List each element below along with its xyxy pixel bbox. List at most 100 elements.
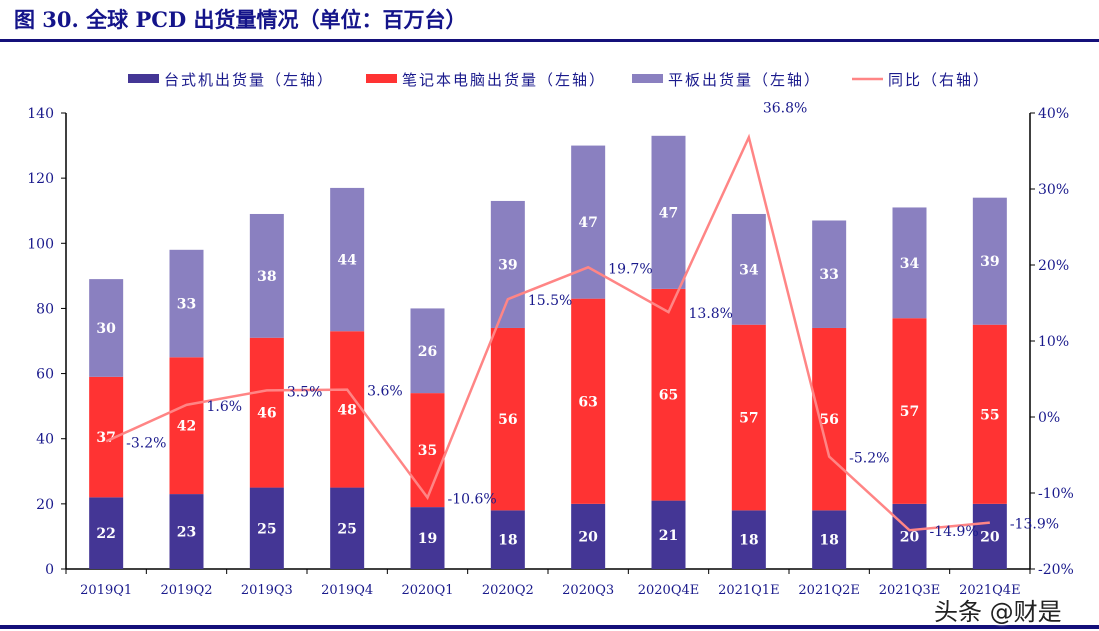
bar-value-label: 56 (498, 412, 517, 428)
bar-value-label: 26 (418, 344, 437, 360)
legend-label: 平板出货量（左轴） (668, 71, 821, 89)
bar-value-label: 19 (418, 531, 437, 547)
x-tick-label: 2019Q3 (241, 583, 293, 598)
legend-label: 台式机出货量（左轴） (164, 71, 334, 89)
bar-value-label: 38 (257, 269, 276, 285)
left-tick-label: 0 (45, 562, 54, 578)
x-tick-label: 2021Q2E (798, 583, 860, 598)
bar-value-label: 30 (96, 321, 116, 337)
bar-desktop (571, 503, 606, 569)
bar-value-label: 39 (980, 254, 999, 270)
yoy-label: -13.9% (1010, 517, 1059, 533)
x-tick-label: 2021Q1E (718, 583, 780, 598)
yoy-label: 36.8% (763, 100, 807, 116)
yoy-label: -10.6% (448, 492, 497, 508)
left-tick-label: 20 (36, 497, 54, 513)
x-tick-label: 2019Q2 (160, 583, 212, 598)
figure-title: 图 30. 全球 PCD 出货量情况（单位：百万台） (14, 7, 467, 32)
bar-tablet (731, 213, 766, 325)
x-tick-label: 2021Q4E (959, 583, 1021, 598)
legend-label: 笔记本电脑出货量（左轴） (402, 71, 606, 89)
bar-laptop (169, 357, 204, 495)
bar-tablet (89, 279, 124, 377)
bottom-rule (0, 625, 1099, 629)
x-tick-label: 2019Q4 (321, 583, 373, 598)
x-tick-label: 2020Q3 (562, 583, 614, 598)
bar-tablet (490, 200, 525, 328)
title-rule (0, 39, 1099, 42)
bar-desktop (651, 500, 686, 569)
yoy-label: 3.5% (287, 384, 323, 400)
left-tick-label: 60 (36, 367, 54, 383)
yoy-label: 19.7% (608, 261, 652, 277)
yoy-label: -3.2% (126, 435, 166, 451)
bar-tablet (169, 249, 204, 358)
bar-value-label: 18 (739, 533, 758, 549)
bar-value-label: 25 (257, 521, 276, 537)
bar-value-label: 39 (498, 257, 517, 273)
yoy-label: -5.2% (849, 451, 889, 467)
x-tick-label: 2020Q1 (401, 583, 453, 598)
bar-desktop (812, 510, 847, 569)
bar-desktop (330, 487, 365, 569)
legend-swatch (632, 74, 663, 83)
x-tick-label: 2020Q4E (638, 583, 700, 598)
right-tick-label: -20% (1038, 562, 1074, 578)
bar-value-label: 18 (498, 533, 517, 549)
bar-desktop (410, 507, 445, 569)
bar-value-label: 63 (578, 394, 597, 410)
yoy-label: 1.6% (207, 399, 243, 415)
bar-desktop (169, 494, 204, 569)
bar-value-label: 47 (578, 215, 597, 231)
bar-desktop (972, 503, 1007, 569)
bar-value-label: 20 (980, 529, 1000, 545)
bar-laptop (812, 327, 847, 511)
bar-value-label: 35 (418, 443, 437, 459)
bar-tablet (651, 135, 686, 289)
bar-value-label: 22 (96, 526, 115, 542)
yoy-label: -14.9% (930, 524, 979, 540)
x-tick-label: 2020Q2 (482, 583, 534, 598)
left-tick-label: 40 (36, 432, 54, 448)
bar-laptop (972, 324, 1007, 504)
left-tick-label: 100 (27, 236, 54, 252)
bar-laptop (410, 393, 445, 508)
bar-laptop (249, 337, 284, 488)
bar-laptop (651, 288, 686, 501)
left-tick-label: 140 (27, 106, 54, 122)
bar-desktop (490, 510, 525, 569)
bar-value-label: 23 (177, 525, 196, 541)
bar-value-label: 47 (659, 205, 678, 221)
bar-value-label: 55 (980, 407, 999, 423)
bar-value-label: 57 (739, 411, 758, 427)
left-tick-label: 120 (27, 171, 54, 187)
bar-value-label: 42 (177, 419, 196, 435)
legend-label: 同比（右轴） (888, 71, 990, 89)
bar-value-label: 37 (96, 430, 115, 446)
bar-desktop (89, 497, 124, 569)
right-tick-label: 20% (1038, 258, 1069, 274)
bar-tablet (249, 213, 284, 338)
right-tick-label: 30% (1038, 182, 1069, 198)
bar-desktop (892, 503, 927, 569)
bar-tablet (330, 187, 365, 332)
bar-value-label: 34 (900, 256, 920, 272)
yoy-label: 13.8% (689, 306, 733, 322)
bar-laptop (571, 298, 606, 504)
bar-value-label: 21 (659, 528, 678, 544)
bar-value-label: 33 (177, 297, 196, 313)
bar-value-label: 34 (739, 262, 759, 278)
bar-tablet (892, 207, 927, 319)
legend-swatch (128, 74, 159, 83)
right-tick-label: 0% (1038, 410, 1060, 426)
legend-swatch (366, 74, 397, 83)
bar-value-label: 57 (900, 404, 919, 420)
yoy-label: 3.6% (367, 384, 403, 400)
bar-tablet (812, 220, 847, 328)
bar-value-label: 20 (578, 529, 598, 545)
bar-value-label: 18 (819, 533, 838, 549)
bar-value-label: 25 (337, 521, 356, 537)
bar-desktop (249, 487, 284, 569)
bar-value-label: 33 (819, 267, 838, 283)
